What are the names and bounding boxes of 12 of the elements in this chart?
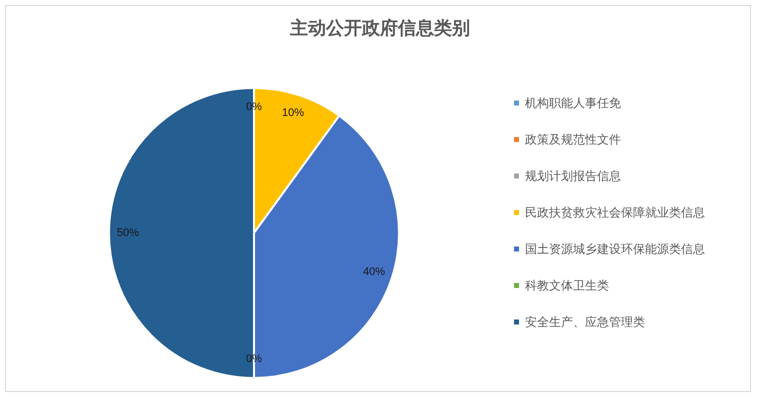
legend-label: 机构职能人事任免 — [525, 96, 621, 110]
data-label: 50% — [116, 227, 140, 239]
legend-label: 国土资源城乡建设环保能源类信息 — [525, 242, 705, 256]
legend-label: 安全生产、应急管理类 — [525, 315, 645, 329]
data-label: 10% — [282, 107, 304, 120]
legend-label: 规划计划报告信息 — [525, 169, 621, 183]
data-label: 40% — [362, 266, 386, 278]
legend-label: 政策及规范性文件 — [525, 132, 621, 146]
legend-label: 民政扶贫救灾社会保障就业类信息 — [525, 206, 705, 220]
text: 0% — [246, 100, 262, 113]
legend-label: 科教文体卫生类 — [525, 278, 609, 292]
chart-title: 主动公开政府信息类别 — [289, 18, 470, 38]
